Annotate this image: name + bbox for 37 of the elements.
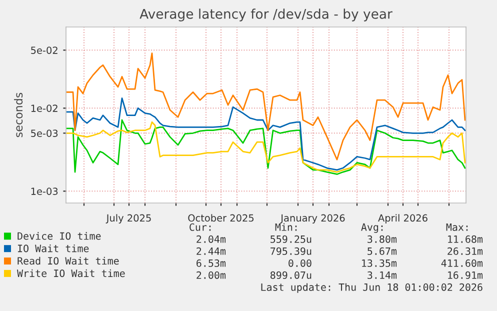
x-tick-label: January 2026 bbox=[280, 214, 345, 224]
text: 26.31m bbox=[448, 247, 483, 255]
text: Max: bbox=[446, 223, 468, 231]
text: 0.00 bbox=[288, 259, 312, 267]
legend-label: Write IO Wait time bbox=[17, 269, 125, 278]
y-axis-title: seconds bbox=[14, 92, 23, 138]
legend-label: Read IO Wait time bbox=[18, 256, 119, 265]
text: Last update: Thu Jun 18 01:00:02 2026 bbox=[261, 283, 482, 293]
text: 559.25u bbox=[270, 235, 312, 243]
text: Cur: bbox=[190, 223, 211, 231]
y-tick-label: 5e-03 bbox=[31, 130, 58, 137]
text: 795.39u bbox=[270, 247, 312, 255]
text: 3.14m bbox=[368, 271, 397, 279]
y-tick-label: 1e-03 bbox=[31, 188, 58, 195]
text: 2.00m bbox=[196, 271, 226, 279]
line-series bbox=[66, 97, 466, 171]
text: Min: bbox=[275, 223, 297, 231]
legend-label: IO Wait time bbox=[18, 244, 89, 252]
text: 411.60m bbox=[441, 259, 483, 267]
text: Avg: bbox=[361, 223, 383, 233]
text: 2.04m bbox=[196, 235, 226, 243]
text: 6.53m bbox=[196, 259, 226, 267]
y-tick-label: 1e-02 bbox=[31, 104, 58, 112]
line-series bbox=[66, 52, 466, 160]
x-tick-label: October 2025 bbox=[188, 214, 254, 222]
chart-title: Average latency for /dev/sda - by year bbox=[140, 8, 392, 22]
text: 11.68m bbox=[448, 235, 483, 243]
text: 5.67m bbox=[368, 247, 397, 255]
text: 13.35m bbox=[362, 259, 397, 267]
text: 16.91m bbox=[448, 271, 483, 279]
text: 3.80m bbox=[368, 235, 397, 243]
text: 2.44m bbox=[196, 247, 226, 255]
text: 899.07u bbox=[270, 271, 312, 279]
y-tick-label: 5e-02 bbox=[31, 46, 58, 54]
legend-label: Device IO time bbox=[18, 232, 101, 240]
x-tick-label: July 2025 bbox=[106, 214, 151, 224]
x-tick-label: April 2026 bbox=[378, 214, 428, 224]
